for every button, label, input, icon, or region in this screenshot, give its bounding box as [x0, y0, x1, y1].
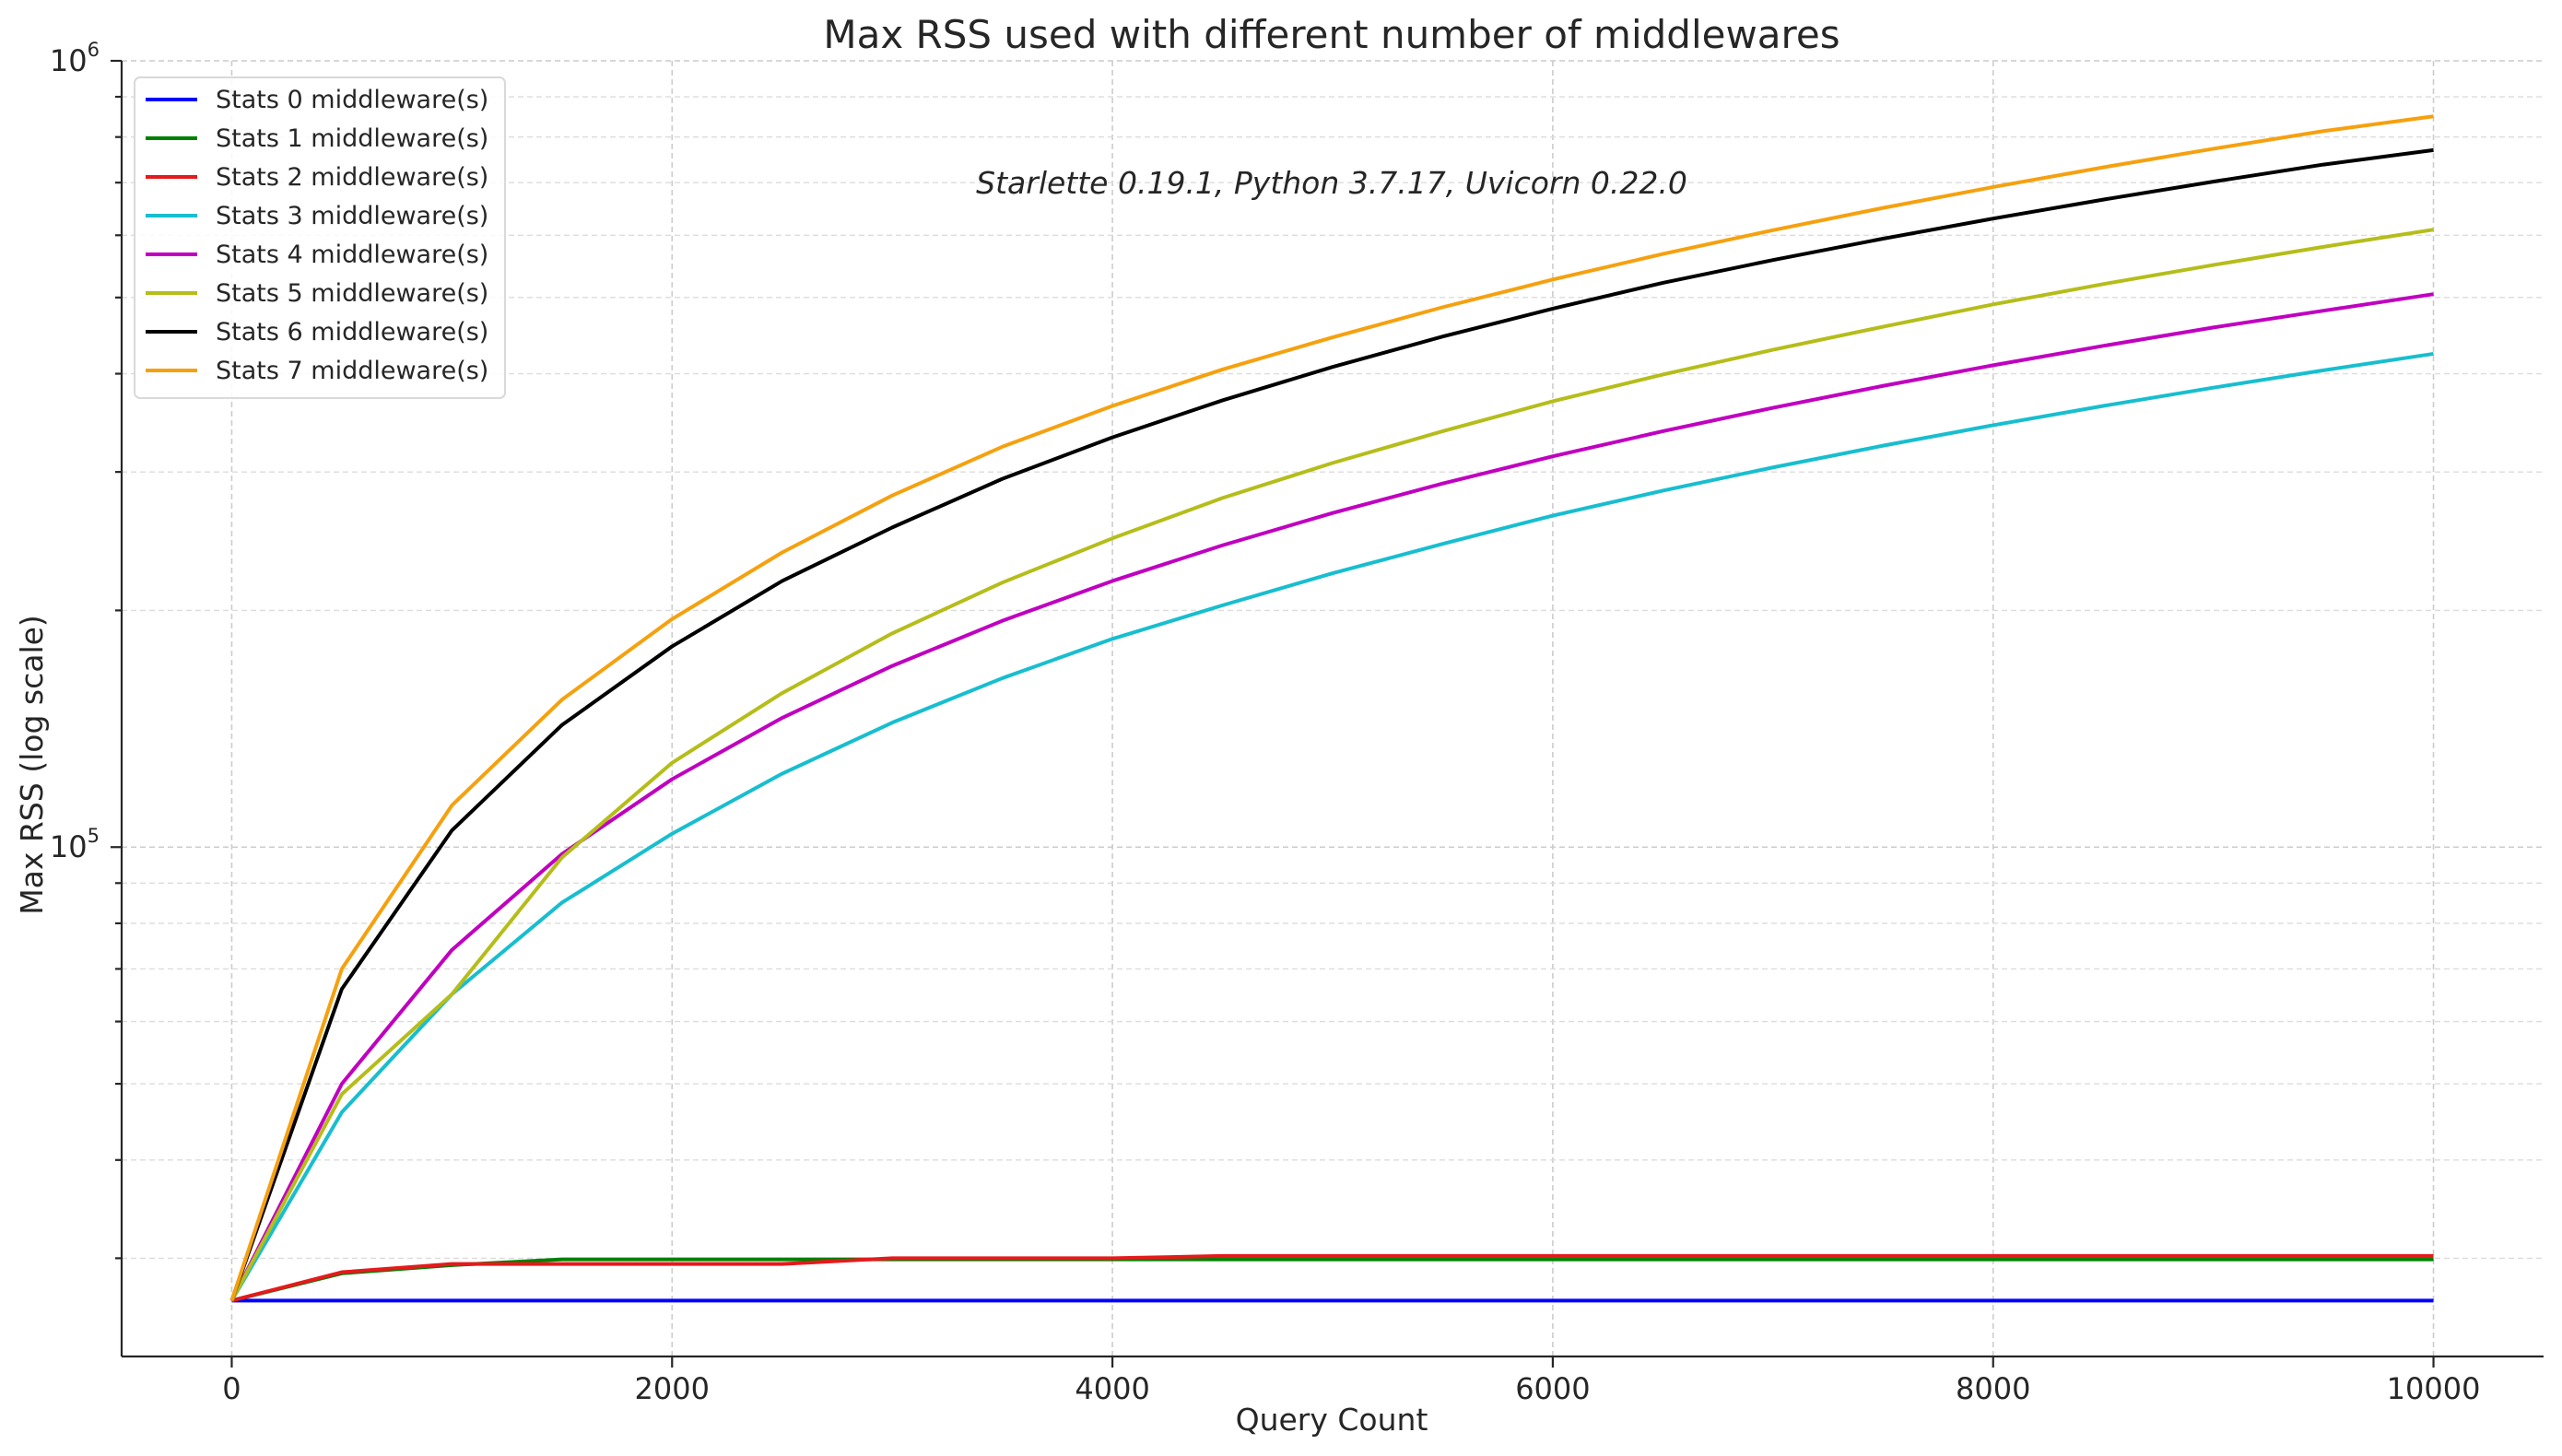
legend-entry: Stats 6 middleware(s): [216, 318, 488, 346]
legend-entry: Stats 2 middleware(s): [216, 163, 488, 192]
legend: Stats 0 middleware(s) Stats 1 middleware(…: [134, 76, 506, 399]
x-axis-label: Query Count: [1236, 1402, 1428, 1438]
legend-entry: Stats 4 middleware(s): [216, 241, 488, 269]
x-tick-label: 0: [222, 1371, 241, 1406]
series-line-7: [229, 114, 2434, 1301]
x-tick-label: 8000: [1956, 1371, 2030, 1406]
legend-entry: Stats 7 middleware(s): [216, 357, 488, 385]
grid: [122, 60, 2544, 1356]
series-line-3: [229, 351, 2434, 1302]
x-tick-label: 6000: [1515, 1371, 1590, 1406]
x-tick-label: 4000: [1075, 1371, 1149, 1406]
legend-entry: Stats 0 middleware(s): [216, 86, 488, 114]
chart-title: Max RSS used with different number of mi…: [823, 12, 1839, 57]
series-line-2: [230, 1253, 2434, 1303]
y-tick-label: 106: [50, 39, 100, 78]
x-tick-label: 10000: [2387, 1371, 2481, 1406]
series-line-1: [230, 1257, 2434, 1303]
series-line-6: [229, 147, 2434, 1302]
y-tick-label: 105: [50, 825, 100, 864]
x-tick-label: 2000: [635, 1371, 710, 1406]
series-layer: [229, 114, 2434, 1303]
legend-entry: Stats 1 middleware(s): [216, 124, 488, 153]
series-line-4: [229, 292, 2434, 1302]
y-axis-label: Max RSS (log scale): [14, 615, 50, 915]
legend-box: [134, 76, 506, 399]
legend-entry: Stats 5 middleware(s): [216, 279, 488, 308]
legend-entry: Stats 3 middleware(s): [216, 202, 488, 230]
series-line-5: [229, 228, 2434, 1302]
chart-annotation: Starlette 0.19.1, Python 3.7.17, Uvicorn…: [976, 165, 1687, 201]
axes: 0 2000 4000 6000 8000 10000 105 106: [50, 39, 2544, 1406]
